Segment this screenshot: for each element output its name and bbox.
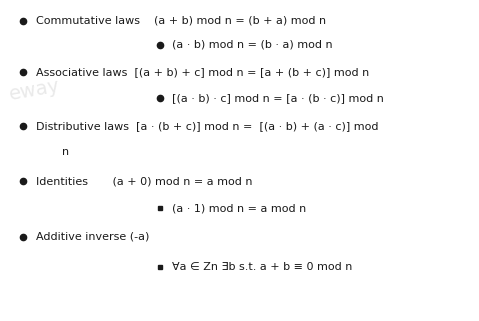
Text: Identities       (a + 0) mod n = a mod n: Identities (a + 0) mod n = a mod n — [36, 176, 252, 187]
Text: n: n — [62, 146, 69, 157]
Text: (a · b) mod n = (b · a) mod n: (a · b) mod n = (b · a) mod n — [172, 40, 333, 50]
Text: Commutative laws    (a + b) mod n = (b + a) mod n: Commutative laws (a + b) mod n = (b + a)… — [36, 16, 326, 26]
Text: Distributive laws  [a · (b + c)] mod n =  [(a · b) + (a · c)] mod: Distributive laws [a · (b + c)] mod n = … — [36, 121, 378, 131]
Text: (a · 1) mod n = a mod n: (a · 1) mod n = a mod n — [172, 203, 307, 213]
Text: Additive inverse (-a): Additive inverse (-a) — [36, 232, 149, 242]
Text: [(a · b) · c] mod n = [a · (b · c)] mod n: [(a · b) · c] mod n = [a · (b · c)] mod … — [172, 93, 384, 103]
Text: ∀a ∈ Zn ∃b s.t. a + b ≡ 0 mod n: ∀a ∈ Zn ∃b s.t. a + b ≡ 0 mod n — [172, 262, 353, 272]
Text: Associative laws  [(a + b) + c] mod n = [a + (b + c)] mod n: Associative laws [(a + b) + c] mod n = [… — [36, 67, 369, 77]
Text: eway: eway — [7, 76, 61, 104]
